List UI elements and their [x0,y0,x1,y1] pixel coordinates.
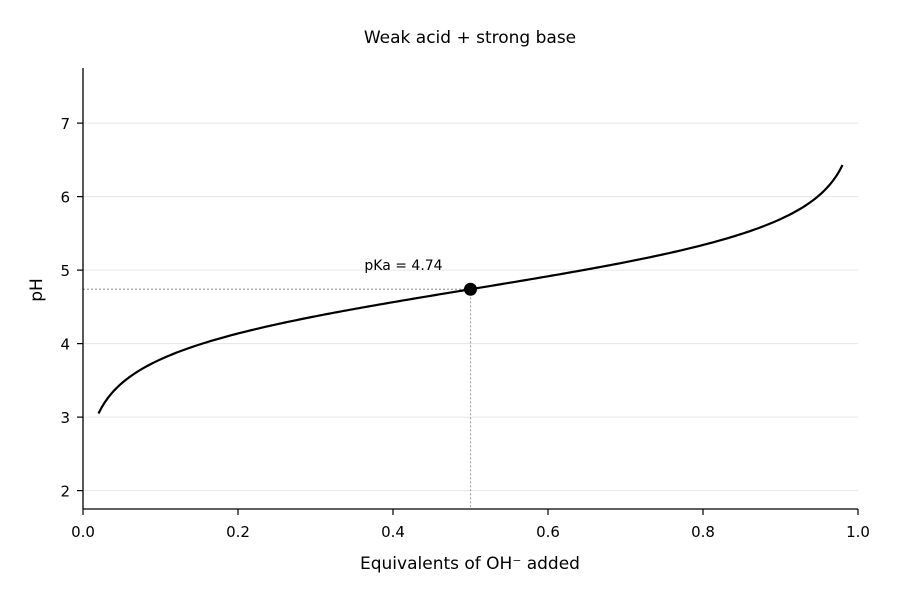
y-tick-label-2: 2 [60,483,70,501]
x-tick-label-1.0: 1.0 [846,523,870,541]
y-tick-label-7: 7 [60,115,70,133]
y-ticks: 2 3 4 5 6 7 [60,115,83,501]
y-tick-label-6: 6 [60,189,70,207]
pka-annotation: pKa = 4.74 [364,258,477,296]
x-tick-label-0.6: 0.6 [536,523,560,541]
x-tick-label-0.8: 0.8 [691,523,715,541]
grid-lines [83,122,858,492]
y-tick-label-5: 5 [60,262,70,280]
y-axis-label: pH [27,278,47,302]
pka-point [464,282,477,296]
x-tick-label-0.4: 0.4 [381,523,405,541]
pka-label: pKa = 4.74 [364,258,442,274]
y-tick-label-4: 4 [60,336,70,354]
x-ticks: 0.0 0.2 0.4 0.6 0.8 1.0 [71,509,870,541]
chart-title: Weak acid + strong base [364,28,576,48]
x-axis-label: Equivalents of OH⁻ added [360,554,580,574]
pka-guide-lines [83,288,472,509]
x-tick-label-0.2: 0.2 [226,523,250,541]
y-tick-label-3: 3 [60,409,70,427]
x-tick-label-0.0: 0.0 [71,523,95,541]
